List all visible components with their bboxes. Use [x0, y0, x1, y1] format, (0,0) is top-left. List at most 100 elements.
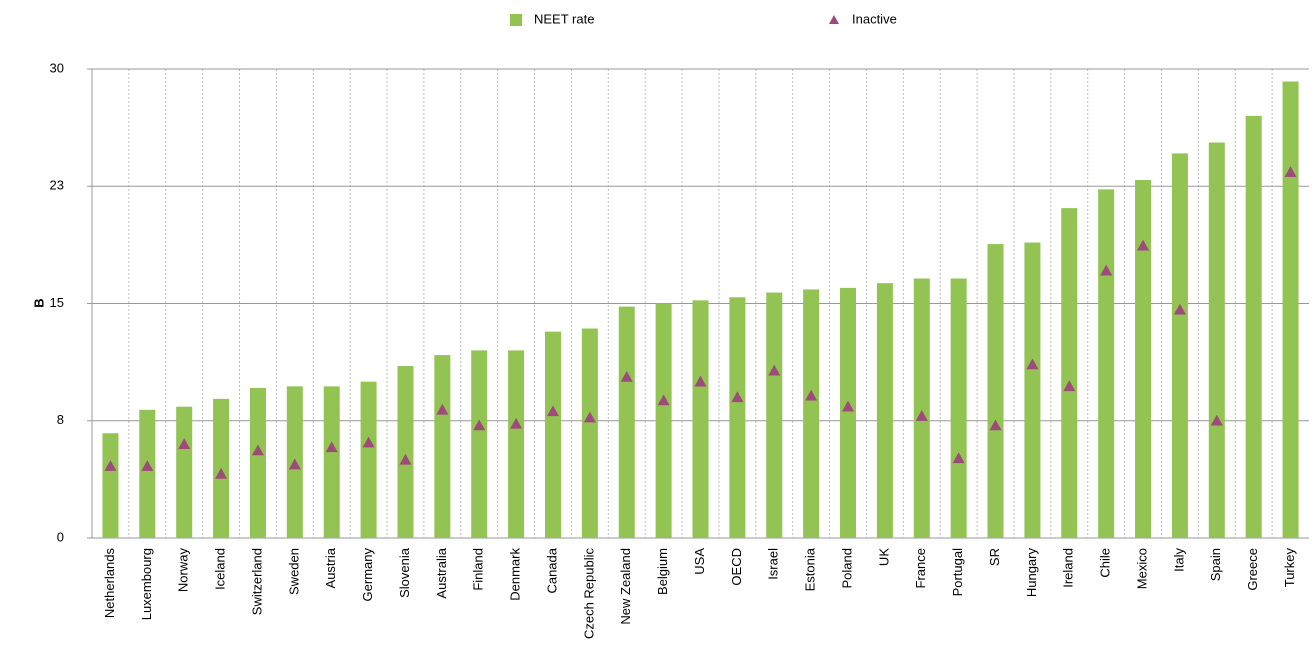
x-tick-label: Denmark [508, 548, 523, 601]
marker [583, 411, 596, 423]
marker [989, 419, 1002, 431]
bar [987, 244, 1004, 539]
bar [840, 287, 857, 538]
marker [510, 417, 523, 429]
marker [1210, 414, 1223, 426]
bar [692, 300, 709, 538]
bar [1171, 153, 1188, 539]
bar [360, 381, 377, 538]
bar [950, 278, 967, 538]
x-tick-label: Finland [471, 548, 486, 591]
bar [581, 328, 598, 538]
x-tick-label: Italy [1171, 548, 1186, 572]
marker [251, 444, 264, 456]
x-tick-label: Turkey [1282, 548, 1297, 588]
bar [397, 366, 414, 538]
marker [399, 453, 412, 465]
bar [655, 303, 672, 538]
x-tick-label: Estonia [803, 547, 818, 591]
bar [766, 292, 783, 538]
marker [657, 394, 670, 406]
marker [325, 441, 338, 453]
y-tick-label: 30 [50, 60, 64, 75]
bar [803, 289, 820, 538]
x-tick-label: UK [876, 548, 891, 566]
marker [694, 375, 707, 387]
marker [288, 458, 301, 470]
marker [1137, 239, 1150, 251]
bar [1098, 189, 1115, 539]
x-tick-label: Belgium [655, 548, 670, 595]
marker [473, 419, 486, 431]
x-tick-label: Luxembourg [139, 548, 154, 620]
bar [913, 278, 930, 538]
x-tick-label: Slovenia [397, 547, 412, 598]
x-tick-label: Switzerland [249, 548, 264, 615]
x-tick-label: Czech Republic [581, 548, 596, 640]
bar [434, 355, 451, 538]
x-tick-label: Portugal [950, 548, 965, 597]
x-tick-label: Greece [1245, 548, 1260, 591]
marker [436, 403, 449, 415]
y-tick-label: 0 [57, 529, 64, 544]
marker [1063, 380, 1076, 392]
marker [1026, 358, 1039, 370]
x-tick-label: Canada [544, 547, 559, 593]
x-tick-label: Mexico [1134, 548, 1149, 589]
bar [102, 433, 119, 538]
y-axis-label: B [31, 298, 46, 307]
bar [1282, 81, 1299, 539]
x-tick-label: Sweden [286, 548, 301, 595]
x-tick-label: Netherlands [102, 548, 117, 619]
x-tick-label: OECD [729, 548, 744, 586]
x-tick-label: Israel [766, 548, 781, 580]
marker [104, 460, 117, 471]
legend-swatch [829, 15, 839, 24]
y-tick-label: 8 [57, 412, 64, 427]
bar [1024, 242, 1041, 538]
bar [1061, 208, 1078, 539]
marker [952, 452, 965, 464]
x-tick-label: SR [987, 548, 1002, 566]
x-tick-label: USA [692, 548, 707, 575]
x-tick-label: Hungary [1024, 548, 1039, 598]
bar [729, 297, 746, 538]
x-tick-label: France [913, 548, 928, 588]
bar [176, 406, 193, 538]
x-tick-label: Iceland [213, 548, 228, 590]
x-tick-label: Chile [1098, 548, 1113, 578]
marker [1173, 303, 1186, 315]
legend-swatch [510, 14, 522, 26]
bar [471, 350, 488, 538]
marker [141, 460, 154, 471]
marker [546, 405, 559, 417]
x-tick-label: New Zealand [618, 548, 633, 625]
bar [876, 283, 893, 538]
x-tick-label: Spain [1208, 548, 1223, 581]
bar [544, 331, 561, 538]
bar [1135, 179, 1152, 538]
legend-label: Inactive [852, 11, 897, 26]
marker [1100, 264, 1113, 276]
marker [178, 438, 191, 449]
x-tick-label: Austria [323, 547, 338, 588]
marker [731, 391, 744, 403]
legend-label: NEET rate [534, 11, 594, 26]
marker [362, 436, 375, 448]
x-tick-label: Germany [360, 548, 375, 602]
bar [618, 306, 635, 538]
y-tick-label: 15 [50, 295, 64, 310]
x-tick-label: Australia [434, 547, 449, 598]
x-tick-label: Ireland [1061, 548, 1076, 588]
y-tick-label: 23 [50, 178, 64, 193]
bar [1208, 142, 1225, 538]
marker [915, 410, 928, 421]
marker [215, 467, 228, 479]
x-tick-label: Poland [839, 548, 854, 588]
marker [768, 364, 781, 376]
marker [805, 389, 818, 401]
x-tick-label: Norway [176, 548, 191, 593]
marker [842, 400, 855, 412]
bar [508, 350, 525, 538]
